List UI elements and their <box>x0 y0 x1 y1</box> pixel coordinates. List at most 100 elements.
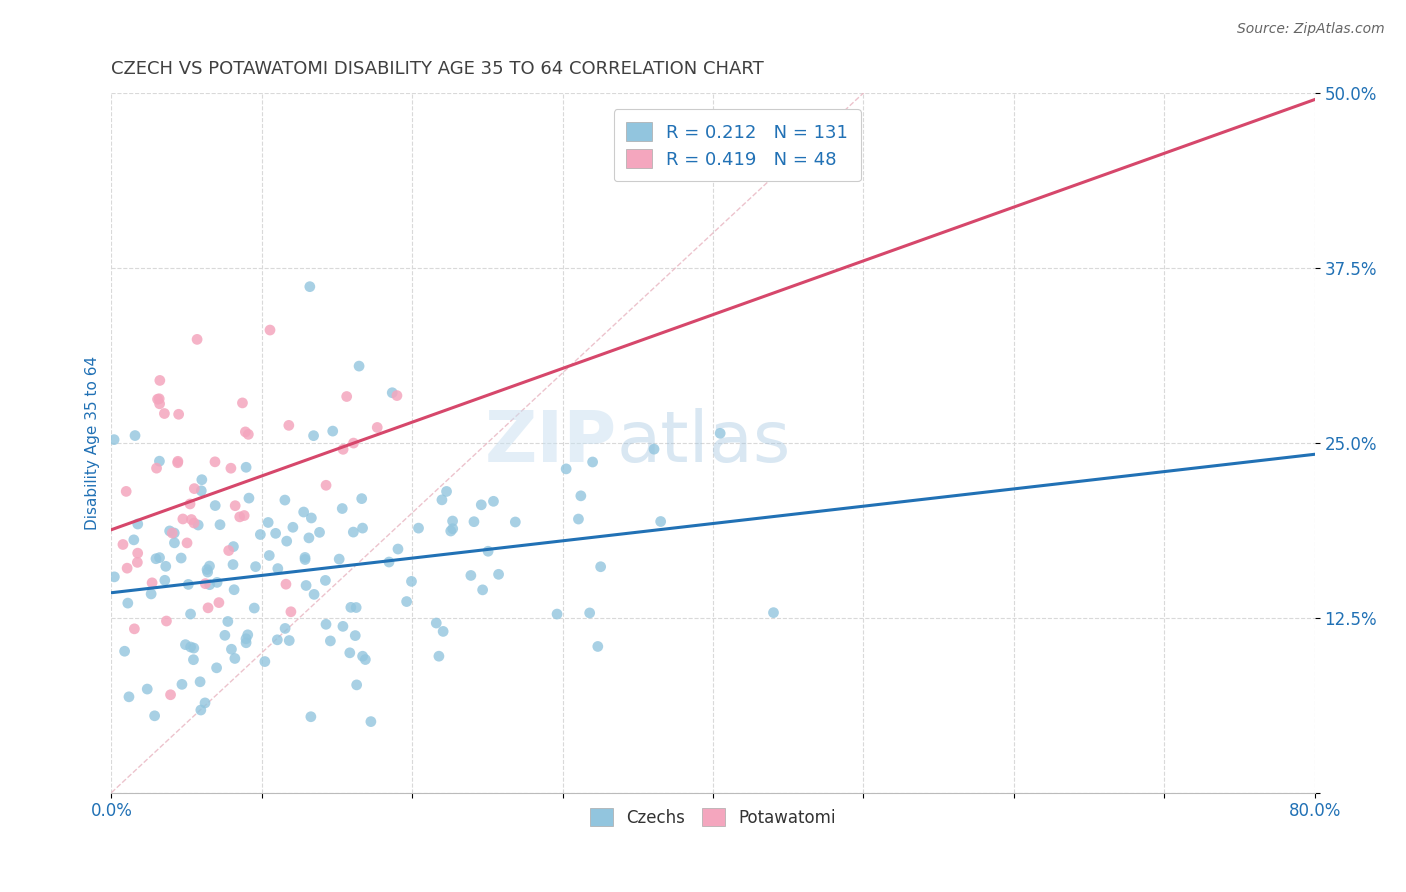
Point <box>148 392 170 406</box>
Point <box>176 536 198 550</box>
Point <box>217 615 239 629</box>
Point <box>299 710 322 724</box>
Point <box>231 396 253 410</box>
Text: CZECH VS POTAWATOMI DISABILITY AGE 35 TO 64 CORRELATION CHART: CZECH VS POTAWATOMI DISABILITY AGE 35 TO… <box>111 60 765 78</box>
Point <box>344 600 367 615</box>
Point <box>266 632 288 647</box>
Point <box>294 550 316 565</box>
Point <box>441 514 464 528</box>
Point <box>344 629 367 643</box>
Point <box>218 543 240 558</box>
Point <box>709 426 731 441</box>
Point <box>183 641 205 656</box>
Point <box>170 551 193 566</box>
Point <box>143 708 166 723</box>
Point <box>204 499 226 513</box>
Point <box>159 688 181 702</box>
Legend: Czechs, Potawatomi: Czechs, Potawatomi <box>583 802 842 833</box>
Point <box>274 622 297 636</box>
Point <box>589 559 612 574</box>
Point <box>145 461 167 475</box>
Point <box>118 690 141 704</box>
Point <box>183 482 205 496</box>
Point <box>141 587 163 601</box>
Point <box>350 491 373 506</box>
Point <box>186 332 208 346</box>
Point <box>103 570 125 584</box>
Point <box>221 642 243 657</box>
Point <box>115 561 138 575</box>
Point <box>352 649 374 664</box>
Point <box>238 491 260 505</box>
Point <box>280 605 302 619</box>
Point <box>292 505 315 519</box>
Point <box>195 563 218 577</box>
Point <box>470 498 492 512</box>
Point <box>257 516 280 530</box>
Point <box>204 455 226 469</box>
Point <box>172 512 194 526</box>
Point <box>319 634 342 648</box>
Point <box>385 388 408 402</box>
Point <box>336 390 359 404</box>
Point <box>233 508 256 523</box>
Point <box>187 518 209 533</box>
Point <box>214 628 236 642</box>
Point <box>281 520 304 534</box>
Text: ZIP: ZIP <box>485 409 617 477</box>
Point <box>167 454 190 468</box>
Point <box>124 622 146 636</box>
Point <box>259 549 281 563</box>
Point <box>569 489 592 503</box>
Point <box>245 559 267 574</box>
Point <box>127 546 149 560</box>
Point <box>482 494 505 508</box>
Point <box>401 574 423 589</box>
Point <box>342 436 364 450</box>
Point <box>149 373 172 387</box>
Point <box>298 279 321 293</box>
Point <box>463 515 485 529</box>
Point <box>235 636 257 650</box>
Point <box>166 456 188 470</box>
Point <box>295 578 318 592</box>
Point <box>299 511 322 525</box>
Point <box>505 515 527 529</box>
Point <box>180 607 202 621</box>
Point <box>103 433 125 447</box>
Point <box>238 427 260 442</box>
Point <box>235 632 257 646</box>
Point <box>117 596 139 610</box>
Point <box>408 521 430 535</box>
Point <box>149 397 172 411</box>
Point <box>249 527 271 541</box>
Text: atlas: atlas <box>617 409 792 477</box>
Point <box>322 424 344 438</box>
Point <box>328 552 350 566</box>
Point <box>235 460 257 475</box>
Point <box>381 385 404 400</box>
Point <box>425 615 447 630</box>
Point <box>546 607 568 621</box>
Point <box>302 428 325 442</box>
Point <box>190 703 212 717</box>
Point <box>427 649 450 664</box>
Point <box>342 525 364 540</box>
Point <box>432 624 454 639</box>
Point <box>191 473 214 487</box>
Point <box>267 561 290 575</box>
Point <box>163 536 186 550</box>
Point <box>302 587 325 601</box>
Point <box>219 461 242 475</box>
Point <box>440 524 463 538</box>
Point <box>264 526 287 541</box>
Point <box>141 575 163 590</box>
Point <box>308 525 330 540</box>
Point <box>243 601 266 615</box>
Point <box>127 555 149 569</box>
Point <box>111 537 134 551</box>
Point <box>395 594 418 608</box>
Point <box>115 484 138 499</box>
Point <box>190 483 212 498</box>
Point <box>347 359 370 373</box>
